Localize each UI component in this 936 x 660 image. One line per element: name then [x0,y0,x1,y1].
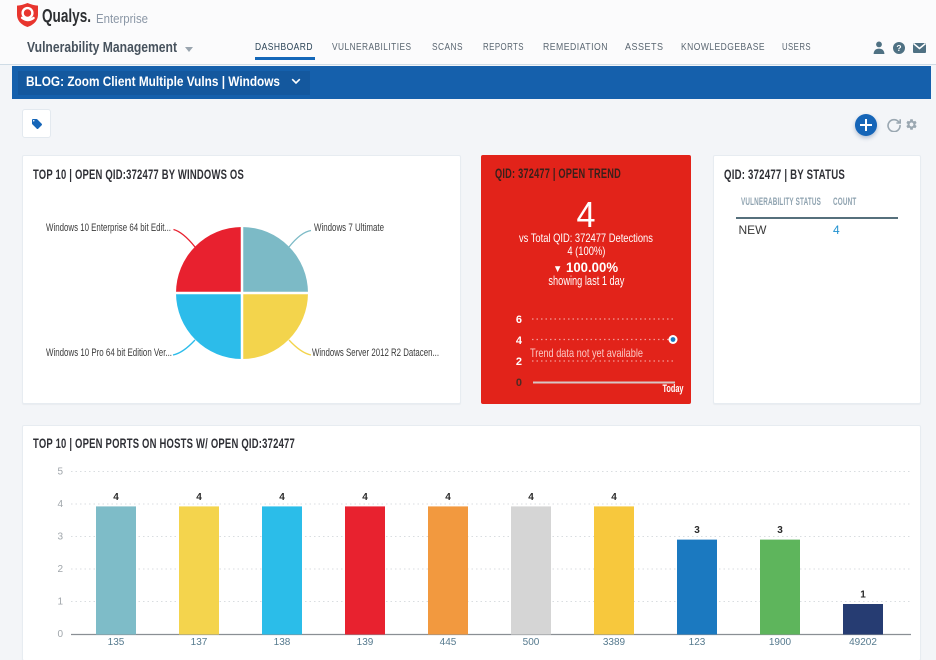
svg-text:1: 1 [860,590,866,601]
svg-text:1900: 1900 [769,637,792,648]
svg-text:137: 137 [191,637,208,648]
svg-text:4: 4 [445,492,451,503]
svg-text:3389: 3389 [603,637,626,648]
svg-text:2: 2 [516,356,522,368]
svg-text:0: 0 [57,629,63,640]
svg-text:3: 3 [694,525,700,536]
svg-text:4: 4 [196,492,202,503]
svg-text:4: 4 [528,492,534,503]
svg-text:4: 4 [113,492,119,503]
svg-text:6: 6 [516,314,522,326]
svg-text:0: 0 [516,377,522,389]
svg-text:5: 5 [57,467,63,478]
svg-text:138: 138 [274,637,291,648]
svg-text:445: 445 [440,637,457,648]
svg-text:Trend data not yet available: Trend data not yet available [530,346,643,360]
svg-text:4: 4 [362,492,368,503]
svg-text:4: 4 [279,492,285,503]
svg-text:49202: 49202 [849,637,877,648]
svg-text:?: ? [896,43,901,53]
svg-text:3: 3 [777,525,783,536]
svg-text:1: 1 [57,597,63,608]
svg-text:4: 4 [57,499,63,510]
svg-text:4: 4 [516,335,523,347]
svg-text:Today: Today [663,383,685,395]
svg-text:2: 2 [57,564,63,575]
svg-text:123: 123 [689,637,706,648]
svg-text:3: 3 [57,532,63,543]
svg-text:500: 500 [523,637,540,648]
svg-text:4: 4 [611,492,617,503]
svg-text:135: 135 [108,637,125,648]
svg-text:139: 139 [357,637,374,648]
